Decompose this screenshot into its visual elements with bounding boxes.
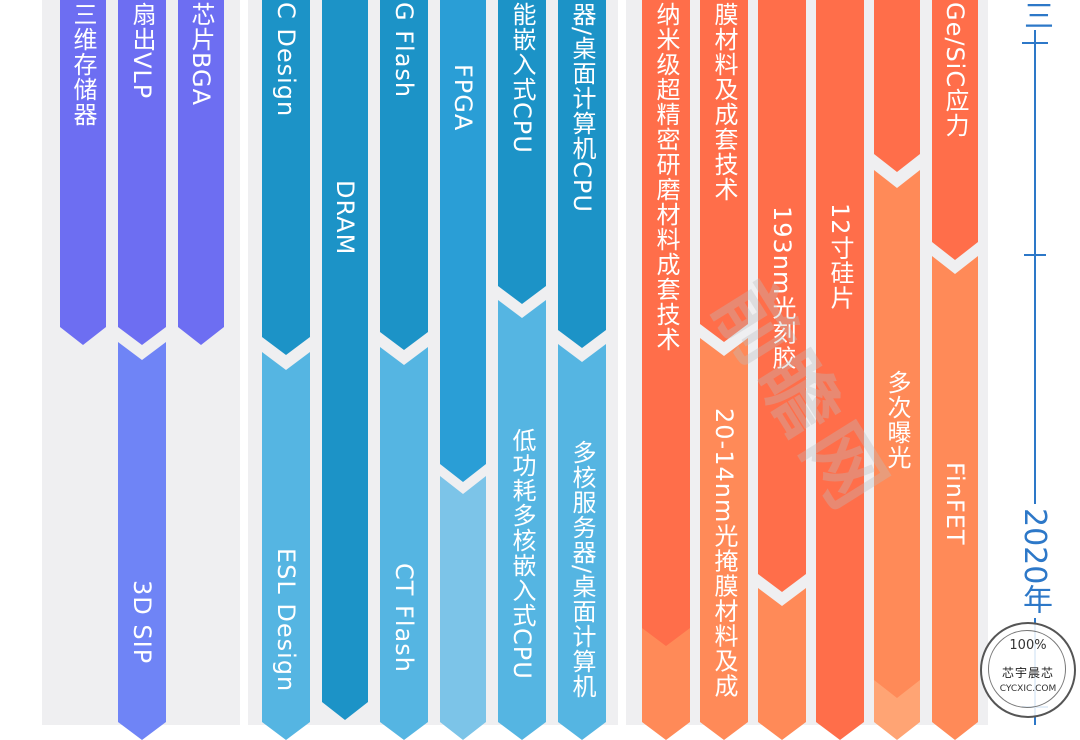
timeline-year-label: 2020年 xyxy=(1017,504,1052,619)
roadmap-segment-b5-1: 能嵌入式CPU xyxy=(498,0,546,304)
roadmap-diagram: 三维存储器 扇出VLP 3D SIP 芯片BGA C Design ESL Design D… xyxy=(42,0,988,740)
roadmap-segment-label: 芯片BGA xyxy=(187,2,215,107)
roadmap-segment-label: 膜材料及成套技术 xyxy=(710,2,738,202)
roadmap-segment-label: DRAM xyxy=(331,180,359,256)
roadmap-segment-b1-2: ESL Design xyxy=(262,352,310,740)
roadmap-segment-o3-1: 193nm光刻胶 xyxy=(758,0,806,592)
roadmap-segment-label: 能嵌入式CPU xyxy=(508,2,536,154)
roadmap-segment-p3-1: 芯片BGA xyxy=(178,0,224,345)
roadmap-segment-b4-1: FPGA xyxy=(440,0,486,482)
seal-url: CYCXIC.COM xyxy=(999,684,1057,694)
roadmap-segment-label: 器/桌面计算机CPU xyxy=(568,2,596,213)
roadmap-segment-label: 扇出VLP xyxy=(128,2,156,100)
roadmap-segment-b2-1: DRAM xyxy=(322,0,368,720)
roadmap-segment-o6-1: Ge/SiC应力 xyxy=(932,0,978,260)
roadmap-segment-b1-1: C Design xyxy=(262,0,310,355)
roadmap-segment-o5-2: 多次曝光 xyxy=(874,170,920,700)
roadmap-segment-label: 20-14nm光掩膜材料及成 xyxy=(710,408,738,699)
seal-ring xyxy=(988,630,1066,708)
roadmap-segment-b5-2: 低功耗多核嵌入式CPU xyxy=(498,300,546,740)
roadmap-segment-label: G Flash xyxy=(390,2,418,99)
roadmap-segment-label: 3D SIP xyxy=(128,580,156,665)
timeline-top-label: 三 xyxy=(1018,0,1053,30)
roadmap-segment-label: C Design xyxy=(272,2,300,118)
roadmap-segment-p2-2: 3D SIP xyxy=(118,342,166,740)
roadmap-segment-label: 三维存储器 xyxy=(69,2,97,127)
timeline-axis xyxy=(1034,0,1036,725)
roadmap-segment-o2-1: 膜材料及成套技术 xyxy=(700,0,748,342)
roadmap-segment-label: 12寸硅片 xyxy=(826,203,854,311)
roadmap-segment-o3-2 xyxy=(758,588,806,740)
seal-logo: 100% 芯宇晨芯 CYCXIC.COM xyxy=(980,622,1076,718)
timeline-tick-top xyxy=(1022,42,1048,44)
roadmap-segment-o2-2: 20-14nm光掩膜材料及成 xyxy=(700,338,748,740)
roadmap-segment-label: 193nm光刻胶 xyxy=(768,206,796,371)
roadmap-segment-b3-2: CT Flash xyxy=(380,347,428,740)
roadmap-segment-o4-1: 12寸硅片 xyxy=(816,0,864,740)
roadmap-segment-o1-1: 纳米级超精密研磨材料成套技术 xyxy=(642,0,690,650)
roadmap-segment-b4-2 xyxy=(440,476,486,740)
roadmap-segment-label: FPGA xyxy=(449,64,477,132)
roadmap-segment-label: 纳米级超精密研磨材料成套技术 xyxy=(652,2,680,352)
roadmap-segment-label: 多核服务器/桌面计算机 xyxy=(568,440,596,700)
seal-percent: 100% xyxy=(1009,638,1047,653)
roadmap-segment-o1-2 xyxy=(642,628,690,740)
roadmap-segment-label: Ge/SiC应力 xyxy=(941,2,969,139)
roadmap-segment-b3-1: G Flash xyxy=(380,0,428,350)
roadmap-segment-label: CT Flash xyxy=(390,563,418,673)
roadmap-segment-label: ESL Design xyxy=(272,548,300,693)
timeline-tick-mid xyxy=(1024,254,1046,256)
roadmap-segment-b6-1: 器/桌面计算机CPU xyxy=(558,0,606,348)
roadmap-segment-label: 多次曝光 xyxy=(883,370,911,470)
roadmap-segment-o6-2: FinFET xyxy=(932,256,978,740)
roadmap-segment-label: FinFET xyxy=(941,462,969,546)
roadmap-segment-b6-2: 多核服务器/桌面计算机 xyxy=(558,344,606,740)
roadmap-segment-label: 低功耗多核嵌入式CPU xyxy=(508,428,536,680)
roadmap-segment-p2-1: 扇出VLP xyxy=(118,0,166,345)
roadmap-segment-o5-1 xyxy=(874,0,920,172)
roadmap-segment-p1-1: 三维存储器 xyxy=(60,0,106,345)
seal-name: 芯宇晨芯 xyxy=(1001,666,1054,680)
